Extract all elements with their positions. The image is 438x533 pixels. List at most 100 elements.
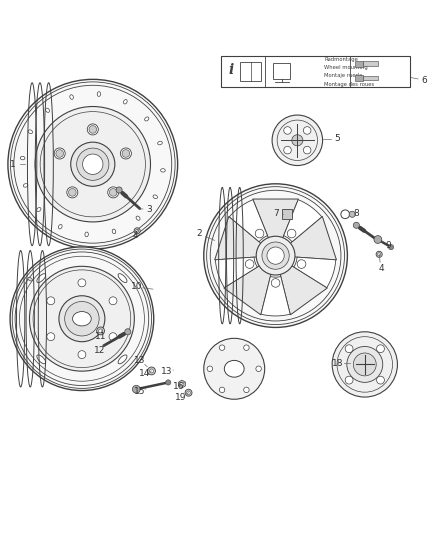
Circle shape — [8, 79, 178, 249]
Circle shape — [68, 189, 76, 196]
Circle shape — [349, 211, 355, 217]
Circle shape — [345, 345, 353, 353]
Ellipse shape — [23, 184, 28, 187]
Text: 18: 18 — [332, 359, 343, 368]
Circle shape — [116, 187, 122, 193]
Circle shape — [47, 297, 55, 305]
Text: Wheel mounting: Wheel mounting — [325, 65, 368, 70]
Circle shape — [244, 387, 249, 393]
Polygon shape — [294, 257, 336, 288]
Circle shape — [353, 353, 376, 376]
Ellipse shape — [224, 360, 244, 377]
Circle shape — [345, 376, 353, 384]
Text: 6: 6 — [421, 76, 427, 85]
Circle shape — [292, 135, 303, 146]
Circle shape — [207, 366, 212, 372]
Circle shape — [110, 189, 117, 196]
Circle shape — [35, 107, 151, 222]
Ellipse shape — [145, 117, 149, 121]
Ellipse shape — [28, 278, 32, 281]
Text: 1: 1 — [10, 160, 16, 169]
Circle shape — [185, 389, 192, 396]
Circle shape — [374, 236, 382, 244]
Circle shape — [262, 242, 289, 269]
Text: 19: 19 — [175, 393, 187, 401]
Text: Montage des roues: Montage des roues — [325, 82, 374, 86]
Circle shape — [271, 279, 280, 287]
Circle shape — [109, 333, 117, 341]
Circle shape — [255, 229, 264, 238]
Text: 13: 13 — [161, 367, 173, 376]
Circle shape — [148, 367, 155, 375]
Ellipse shape — [112, 229, 116, 233]
Polygon shape — [253, 199, 298, 239]
Circle shape — [389, 245, 394, 250]
Text: Montaje rueda: Montaje rueda — [325, 74, 363, 78]
Ellipse shape — [161, 168, 165, 172]
Polygon shape — [179, 380, 185, 388]
Circle shape — [353, 222, 360, 228]
Circle shape — [77, 148, 109, 180]
Text: 4: 4 — [378, 264, 384, 273]
Circle shape — [287, 229, 296, 238]
Text: 16: 16 — [173, 382, 185, 391]
Circle shape — [99, 329, 102, 333]
FancyBboxPatch shape — [363, 76, 378, 80]
Circle shape — [332, 332, 397, 397]
Text: 14: 14 — [138, 369, 150, 377]
Text: 10: 10 — [131, 282, 142, 292]
Circle shape — [180, 382, 184, 386]
Circle shape — [136, 229, 139, 232]
Ellipse shape — [73, 312, 91, 326]
FancyBboxPatch shape — [363, 61, 378, 66]
Text: 3: 3 — [146, 205, 152, 214]
Polygon shape — [290, 216, 336, 260]
Circle shape — [122, 150, 130, 157]
FancyBboxPatch shape — [282, 209, 292, 219]
Ellipse shape — [37, 273, 46, 282]
Circle shape — [109, 297, 117, 305]
Circle shape — [71, 142, 115, 187]
Circle shape — [347, 346, 383, 382]
Circle shape — [83, 154, 103, 174]
Ellipse shape — [46, 108, 49, 112]
Circle shape — [284, 147, 291, 154]
Circle shape — [120, 148, 131, 159]
Circle shape — [219, 387, 225, 393]
Ellipse shape — [97, 92, 101, 96]
Circle shape — [376, 251, 382, 257]
Ellipse shape — [136, 216, 140, 220]
Circle shape — [29, 266, 134, 371]
Circle shape — [377, 345, 385, 353]
Text: 15: 15 — [134, 387, 145, 397]
Circle shape — [204, 338, 265, 399]
Text: 12: 12 — [94, 345, 105, 354]
Polygon shape — [224, 265, 271, 315]
Circle shape — [10, 247, 154, 391]
Ellipse shape — [124, 100, 127, 104]
Circle shape — [59, 296, 105, 342]
Circle shape — [272, 115, 322, 166]
Ellipse shape — [58, 224, 62, 229]
Ellipse shape — [85, 232, 88, 237]
Text: i: i — [229, 63, 234, 77]
Text: Radmontage: Radmontage — [325, 57, 358, 62]
Circle shape — [67, 187, 78, 198]
Circle shape — [125, 329, 131, 335]
Polygon shape — [261, 277, 290, 316]
Polygon shape — [215, 216, 262, 260]
Polygon shape — [215, 257, 257, 288]
Circle shape — [78, 351, 86, 359]
Ellipse shape — [158, 141, 162, 145]
Ellipse shape — [20, 156, 25, 160]
Circle shape — [244, 345, 249, 350]
Circle shape — [219, 345, 225, 350]
FancyBboxPatch shape — [355, 75, 363, 81]
Circle shape — [132, 385, 140, 393]
Text: 4: 4 — [133, 231, 138, 240]
Text: 9: 9 — [385, 241, 391, 250]
Circle shape — [256, 366, 261, 372]
Circle shape — [304, 147, 311, 154]
Circle shape — [166, 380, 171, 385]
Circle shape — [89, 126, 97, 133]
